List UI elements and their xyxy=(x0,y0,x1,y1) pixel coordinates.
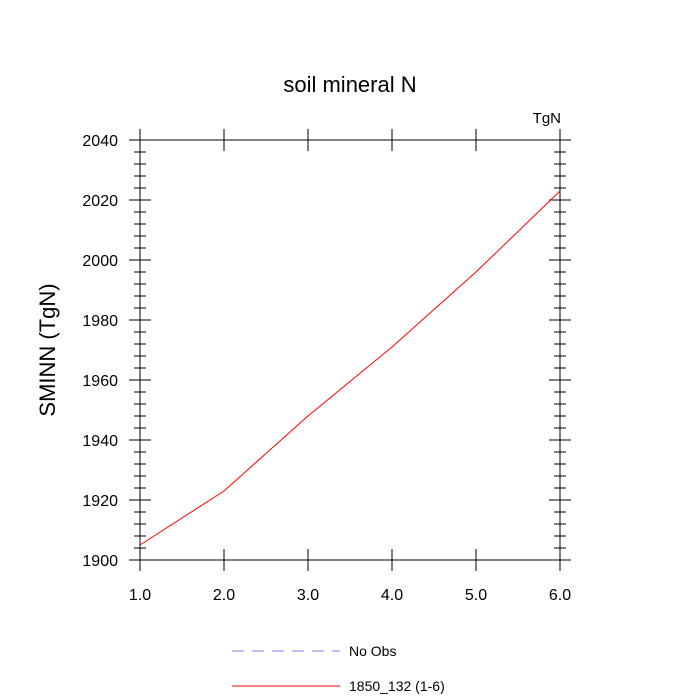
y-tick-label: 2000 xyxy=(82,253,118,270)
x-tick-label: 4.0 xyxy=(381,587,403,604)
y-axis-ticks xyxy=(129,139,571,561)
legend-label-0: No Obs xyxy=(349,643,396,659)
x-axis-ticks xyxy=(139,129,561,571)
legend: No Obs 1850_132 (1-6) xyxy=(232,643,445,694)
y-tick-label: 2040 xyxy=(82,133,118,150)
y-tick-label: 1960 xyxy=(82,373,118,390)
series-lines xyxy=(139,190,561,546)
plot-frame xyxy=(139,139,561,561)
chart-title: soil mineral N xyxy=(283,72,416,97)
y-axis-tick-labels: 1900 1920 1940 1960 1980 2000 2020 2040 xyxy=(82,133,118,570)
y-tick-label: 2020 xyxy=(82,193,118,210)
x-axis-tick-labels: 1.0 2.0 3.0 4.0 5.0 6.0 xyxy=(129,587,571,604)
y-tick-label: 1940 xyxy=(82,433,118,450)
y-tick-label: 1980 xyxy=(82,313,118,330)
x-tick-label: 6.0 xyxy=(549,587,571,604)
y-axis-label: SMINN (TgN) xyxy=(35,283,60,416)
x-tick-label: 3.0 xyxy=(297,587,319,604)
x-tick-label: 2.0 xyxy=(213,587,235,604)
legend-label-1: 1850_132 (1-6) xyxy=(349,678,445,694)
y-tick-label: 1900 xyxy=(82,553,118,570)
y-tick-label: 1920 xyxy=(82,493,118,510)
series-line-1 xyxy=(139,190,561,546)
x-tick-label: 1.0 xyxy=(129,587,151,604)
x-tick-label: 5.0 xyxy=(465,587,487,604)
units-label: TgN xyxy=(533,110,561,127)
